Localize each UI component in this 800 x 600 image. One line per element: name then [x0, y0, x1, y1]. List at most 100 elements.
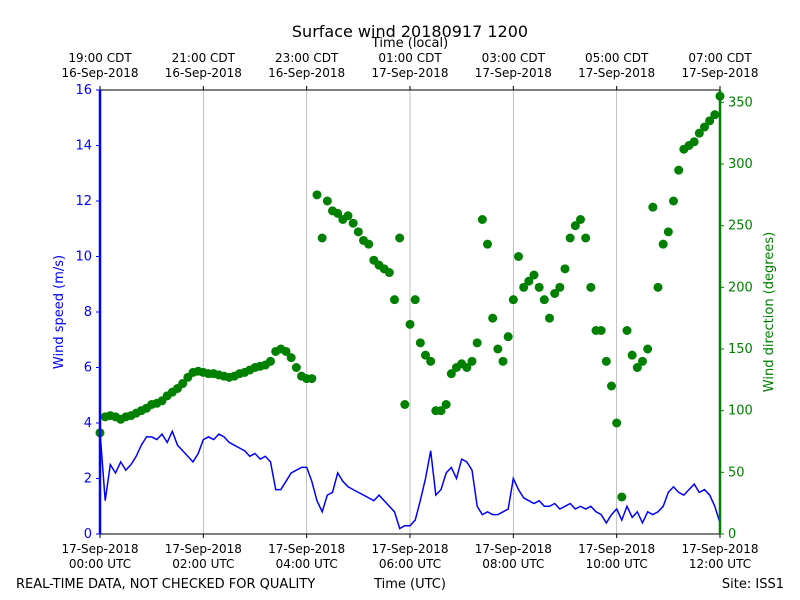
x2-tick-label: 05:00 CDT 17-Sep-2018 [578, 51, 655, 80]
x2-axis-label: Time (local) [371, 36, 448, 51]
direction-point [596, 326, 606, 335]
direction-point [312, 190, 322, 200]
x2-tick-label: 21:00 CDT 16-Sep-2018 [165, 51, 242, 80]
direction-point [390, 295, 399, 305]
direction-point [307, 374, 317, 384]
direction-point [493, 344, 503, 354]
direction-point [663, 227, 673, 237]
direction-point [545, 313, 554, 323]
direction-point [576, 215, 585, 224]
direction-point [426, 356, 436, 366]
direction-point [638, 356, 647, 366]
y2-tick-label: 100 [728, 404, 753, 419]
direction-point [343, 211, 353, 221]
direction-point [710, 110, 720, 120]
x-tick-label: 17-Sep-2018 10:00 UTC [578, 542, 655, 571]
x2-tick-label: 23:00 CDT 16-Sep-2018 [268, 51, 345, 80]
direction-point [462, 363, 472, 372]
x-tick-label: 17-Sep-2018 02:00 UTC [165, 542, 242, 571]
x-tick-label: 17-Sep-2018 06:00 UTC [371, 542, 448, 571]
direction-point [400, 400, 410, 409]
direction-point [415, 338, 425, 348]
direction-point [570, 221, 580, 231]
direction-point [607, 381, 616, 391]
y-tick-label: 2 [84, 472, 92, 487]
y-tick-label: 8 [84, 305, 92, 320]
chart-title: Surface wind 20180917 1200 [292, 22, 528, 41]
direction-point [266, 356, 275, 366]
direction-point [436, 406, 446, 416]
direction-point [550, 289, 560, 298]
direction-point [632, 363, 642, 372]
direction-point [446, 369, 456, 379]
x2-tick-label: 07:00 CDT 17-Sep-2018 [681, 51, 758, 80]
direction-point [498, 356, 508, 366]
direction-point [612, 418, 622, 428]
direction-point [534, 282, 544, 292]
direction-point [353, 227, 363, 237]
direction-point [477, 215, 487, 224]
x-tick-label: 17-Sep-2018 08:00 UTC [475, 542, 552, 571]
y-tick-label: 6 [84, 361, 92, 376]
direction-point [410, 295, 420, 305]
y2-tick-label: 300 [728, 157, 753, 172]
direction-point [653, 282, 663, 292]
direction-point [524, 276, 534, 286]
x-tick-label: 17-Sep-2018 00:00 UTC [61, 542, 138, 571]
x2-tick-label: 19:00 CDT 16-Sep-2018 [61, 51, 138, 80]
y2-tick-label: 200 [728, 280, 753, 295]
direction-point [627, 350, 637, 360]
x-axis-label: Time (UTC) [373, 577, 446, 592]
y-tick-label: 4 [84, 416, 92, 431]
y-tick-label: 16 [75, 83, 92, 98]
x2-tick-label: 01:00 CDT 17-Sep-2018 [371, 51, 448, 80]
y2-axis-label: Wind direction (degrees) [762, 232, 777, 392]
direction-point [472, 338, 482, 348]
y-axis-label: Wind speed (m/s) [52, 255, 67, 369]
direction-point [286, 353, 296, 363]
direction-point [467, 356, 477, 366]
direction-point [601, 356, 611, 366]
direction-point [421, 350, 430, 360]
x-tick-label: 17-Sep-2018 12:00 UTC [681, 542, 758, 571]
direction-point [586, 282, 596, 292]
direction-point [689, 137, 699, 147]
direction-point [395, 233, 405, 243]
y2-tick-label: 0 [728, 527, 736, 542]
direction-point [483, 239, 492, 249]
direction-point [178, 379, 188, 389]
direction-point [322, 196, 332, 206]
y-tick-label: 12 [75, 194, 92, 209]
direction-point [291, 363, 301, 372]
direction-point [488, 313, 498, 323]
direction-point [519, 282, 529, 292]
x-tick-label: 17-Sep-2018 04:00 UTC [268, 542, 345, 571]
direction-point [560, 264, 570, 274]
direction-point [405, 319, 415, 329]
direction-point [348, 218, 358, 228]
direction-point [674, 165, 684, 175]
direction-point [643, 344, 653, 354]
direction-point [555, 282, 565, 292]
direction-point [622, 326, 632, 335]
direction-point [281, 346, 291, 356]
direction-point [658, 239, 668, 249]
direction-point [514, 252, 523, 261]
direction-point [581, 233, 591, 243]
direction-point [384, 268, 394, 278]
direction-point [441, 400, 451, 409]
y-tick-label: 14 [75, 139, 92, 154]
direction-point [503, 332, 513, 342]
direction-point [565, 233, 575, 243]
y-tick-label: 10 [75, 250, 92, 265]
footer-right: Site: ISS1 [722, 577, 784, 592]
direction-point [705, 116, 715, 126]
y2-tick-label: 350 [728, 95, 753, 110]
direction-point [529, 270, 539, 280]
y-tick-label: 0 [84, 527, 92, 542]
y2-tick-label: 50 [728, 465, 745, 480]
y2-tick-label: 250 [728, 219, 753, 234]
direction-point [648, 202, 658, 212]
direction-point [617, 492, 627, 502]
footer-left: REAL-TIME DATA, NOT CHECKED FOR QUALITY [16, 577, 315, 592]
